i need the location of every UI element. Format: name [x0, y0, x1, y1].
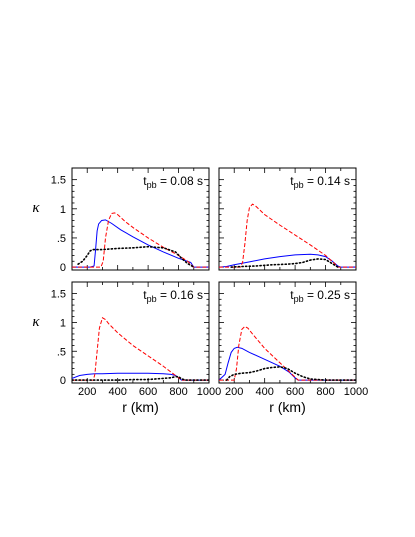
time-annotation-symbol: t: [290, 174, 294, 188]
time-annotation-value: = 0.16 s: [157, 288, 203, 302]
plot-frame: [71, 281, 210, 384]
x-tick-label: 200: [225, 386, 243, 398]
x-tick-label: 800: [316, 386, 334, 398]
plot-frame: [218, 167, 357, 271]
panel-top-right: tpb = 0.14 s: [218, 167, 357, 271]
series-dashed-red: [72, 212, 209, 268]
y-tick-label: 1.5: [51, 289, 66, 301]
time-annotation-subscript: pb: [147, 294, 157, 304]
panel-top-left: 0 .5 1 1.5 tpb = 0.08 s κ: [32, 167, 210, 274]
time-annotation-symbol: t: [143, 288, 147, 302]
y-tick-label: 1: [60, 204, 66, 216]
y-tick-label: 1.5: [51, 175, 66, 187]
x-tick-label: 800: [169, 386, 187, 398]
x-tick-label: 1000: [197, 386, 221, 398]
series-dashed-red: [219, 203, 356, 268]
time-annotation-value: = 0.25 s: [304, 288, 350, 302]
y-tick-label: .5: [57, 346, 66, 358]
series-solid-blue: [219, 346, 356, 381]
time-annotation: tpb = 0.25 s: [290, 288, 350, 304]
y-tick-label: 0: [60, 375, 66, 387]
y-axis-label: κ: [32, 314, 40, 330]
time-annotation-value: = 0.14 s: [304, 174, 350, 188]
x-tick-label: 400: [108, 386, 126, 398]
time-annotation-symbol: t: [290, 288, 294, 302]
time-annotation: tpb = 0.16 s: [143, 288, 203, 304]
y-axis-label: κ: [32, 200, 40, 216]
series-dotted-black: [77, 245, 195, 268]
series-solid-blue: [72, 219, 209, 268]
y-tick-label: 1: [60, 317, 66, 329]
x-tick-label: 200: [78, 386, 96, 398]
time-annotation-subscript: pb: [294, 294, 304, 304]
series-solid-blue: [219, 253, 356, 268]
x-tick-label: 1000: [344, 386, 368, 398]
x-axis-label: r (km): [122, 399, 159, 415]
time-annotation-symbol: t: [143, 174, 147, 188]
series-dashed-red: [72, 317, 209, 381]
x-tick-label: 400: [255, 386, 273, 398]
y-tick-label: .5: [57, 233, 66, 245]
x-tick-label: 600: [286, 386, 304, 398]
panel-bottom-left: 200 400 600 800 1000 0 .5 1 1.5 tpb = 0.16 s κ r (k…: [32, 281, 221, 415]
time-annotation-value: = 0.08 s: [157, 174, 203, 188]
x-tick-label: 600: [139, 386, 157, 398]
time-annotation: tpb = 0.08 s: [143, 174, 203, 190]
series-dashed-red: [219, 325, 356, 381]
time-annotation-subscript: pb: [294, 180, 304, 190]
series-dotted-black: [72, 375, 209, 381]
y-tick-label: 0: [60, 262, 66, 274]
panel-bottom-right: 200 400 600 800 1000 tpb = 0.25 s r (km): [218, 281, 368, 415]
time-annotation: tpb = 0.14 s: [290, 174, 350, 190]
series-dotted-black: [230, 258, 339, 268]
plot-frame: [71, 167, 210, 271]
plot-frame: [218, 281, 357, 384]
series-dotted-black: [225, 366, 356, 381]
time-annotation-subscript: pb: [147, 180, 157, 190]
x-axis-label: r (km): [269, 399, 306, 415]
